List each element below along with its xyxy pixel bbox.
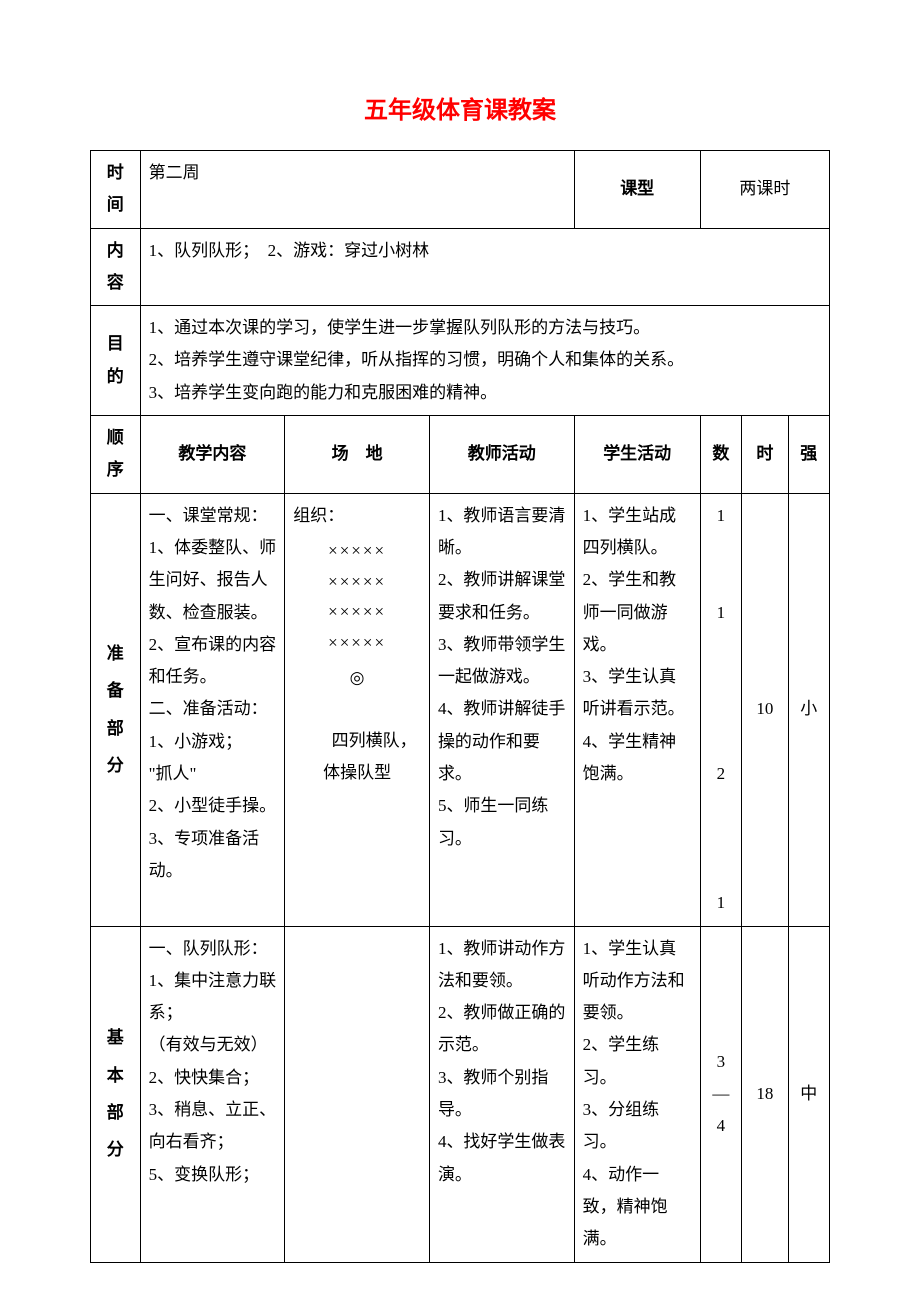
prep-field-label: 组织：: [293, 500, 421, 532]
prep-time: 10: [742, 493, 789, 926]
prep-field: 组织： ××××× ××××× ××××× ××××× ◎ 四列横队，体操队型: [285, 493, 430, 926]
main-teacher: 1、教师讲动作方法和要领。 2、教师做正确的示范。 3、教师个别指导。 4、找好…: [429, 926, 574, 1262]
main-time: 18: [742, 926, 789, 1262]
col-intensity: 强: [788, 416, 829, 494]
time-value: 第二周: [140, 151, 574, 229]
main-student: 1、学生认真听动作方法和要领。 2、学生练习。 3、分组练习。 4、动作一致，精…: [574, 926, 700, 1262]
prep-teacher: 1、教师语言要清晰。 2、教师讲解课堂要求和任务。 3、教师带领学生一起做游戏。…: [429, 493, 574, 926]
col-order: 顺序: [91, 416, 141, 494]
main-intensity: 中: [788, 926, 829, 1262]
lesson-plan-table: 时间 第二周 课型 两课时 内容 1、队列队形； 2、游戏：穿过小树林 目的 1…: [90, 150, 830, 1263]
prep-student: 1、学生站成四列横队。 2、学生和教师一同做游戏。 3、学生认真听讲看示范。 4…: [574, 493, 700, 926]
col-field: 场 地: [285, 416, 430, 494]
col-count: 数: [700, 416, 741, 494]
col-time: 时: [742, 416, 789, 494]
col-teacher-activity: 教师活动: [429, 416, 574, 494]
meta-row-goal: 目的 1、通过本次课的学习，使学生进一步掌握队列队形的方法与技巧。 2、培养学生…: [91, 306, 830, 416]
prep-field-marks: ××××× ××××× ××××× ×××××: [293, 536, 421, 658]
prep-field-teacher: ◎: [293, 662, 421, 694]
type-label: 课型: [574, 151, 700, 229]
main-count: 3 — 4: [700, 926, 741, 1262]
main-content: 一、队列队形： 1、集中注意力联系； （有效与无效） 2、快快集合； 3、稍息、…: [140, 926, 285, 1262]
column-header-row: 顺序 教学内容 场 地 教师活动 学生活动 数 时 强: [91, 416, 830, 494]
goal-label: 目的: [91, 306, 141, 416]
prep-intensity: 小: [788, 493, 829, 926]
meta-row-content: 内容 1、队列队形； 2、游戏：穿过小树林: [91, 228, 830, 306]
content-value: 1、队列队形； 2、游戏：穿过小树林: [140, 228, 829, 306]
col-student-activity: 学生活动: [574, 416, 700, 494]
page-title: 五年级体育课教案: [90, 90, 830, 125]
meta-row-time: 时间 第二周 课型 两课时: [91, 151, 830, 229]
prep-label: 准 备 部 分: [91, 493, 141, 926]
section-main-row: 基 本 部 分 一、队列队形： 1、集中注意力联系； （有效与无效） 2、快快集…: [91, 926, 830, 1262]
time-label: 时间: [91, 151, 141, 229]
prep-field-note: 四列横队，体操队型: [293, 725, 421, 790]
prep-count: 1 1 2 1: [700, 493, 741, 926]
main-label: 基 本 部 分: [91, 926, 141, 1262]
prep-content: 一、课堂常规： 1、体委整队、师生问好、报告人数、检查服装。 2、宣布课的内容和…: [140, 493, 285, 926]
main-field: [285, 926, 430, 1262]
goal-value: 1、通过本次课的学习，使学生进一步掌握队列队形的方法与技巧。 2、培养学生遵守课…: [140, 306, 829, 416]
type-value: 两课时: [700, 151, 829, 229]
content-label: 内容: [91, 228, 141, 306]
section-prep-row: 准 备 部 分 一、课堂常规： 1、体委整队、师生问好、报告人数、检查服装。 2…: [91, 493, 830, 926]
col-teaching-content: 教学内容: [140, 416, 285, 494]
